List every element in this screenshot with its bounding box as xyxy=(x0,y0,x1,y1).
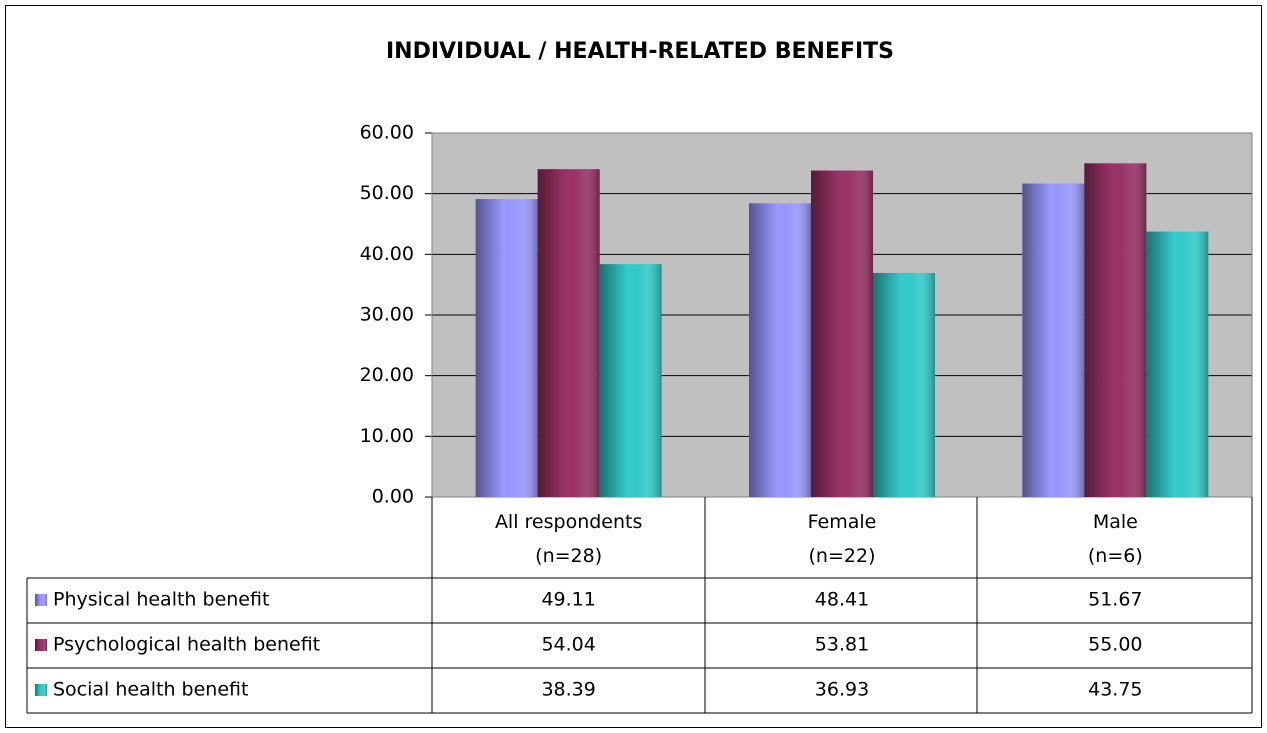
y-tick-label: 10.00 xyxy=(360,425,414,447)
y-tick-label: 60.00 xyxy=(360,122,414,144)
y-tick-label: 0.00 xyxy=(372,486,414,508)
legend-key-shade xyxy=(35,684,47,696)
y-tick-label: 50.00 xyxy=(360,182,414,204)
plot-area xyxy=(425,132,1253,498)
table-value: 55.00 xyxy=(1088,634,1142,656)
data-table-lines xyxy=(26,497,1253,714)
x-tick-label: All respondents (n=28) xyxy=(495,511,642,567)
table-value: 53.81 xyxy=(815,634,869,656)
table-value: 54.04 xyxy=(541,634,595,656)
legend-key-shade xyxy=(35,594,47,606)
bar xyxy=(873,272,935,497)
table-value: 51.67 xyxy=(1088,589,1142,611)
legend-key-shade xyxy=(35,639,47,651)
table-value: 43.75 xyxy=(1088,679,1142,701)
legend-label: Psychological health benefit xyxy=(53,634,320,656)
bar xyxy=(1084,163,1147,498)
table-value: 38.39 xyxy=(541,679,595,701)
bar xyxy=(1146,231,1209,498)
y-tick-label: 40.00 xyxy=(360,243,414,265)
bar xyxy=(599,264,662,497)
y-tick-label: 30.00 xyxy=(360,304,414,326)
bar xyxy=(475,199,538,498)
chart-title: INDIVIDUAL / HEALTH-RELATED BENEFITS xyxy=(386,39,894,64)
bar xyxy=(811,170,873,497)
bar xyxy=(537,169,600,497)
y-tick-label: 20.00 xyxy=(360,364,414,386)
bar xyxy=(749,203,811,497)
x-tick-label: Female (n=22) xyxy=(808,511,877,567)
table-value: 36.93 xyxy=(815,679,869,701)
table-value: 49.11 xyxy=(541,589,595,611)
table-value: 48.41 xyxy=(815,589,869,611)
legend-label: Social health benefit xyxy=(53,679,248,701)
bar xyxy=(1022,183,1085,497)
x-tick-label: Male (n=6) xyxy=(1088,511,1143,567)
legend-label: Physical health benefit xyxy=(53,589,269,611)
